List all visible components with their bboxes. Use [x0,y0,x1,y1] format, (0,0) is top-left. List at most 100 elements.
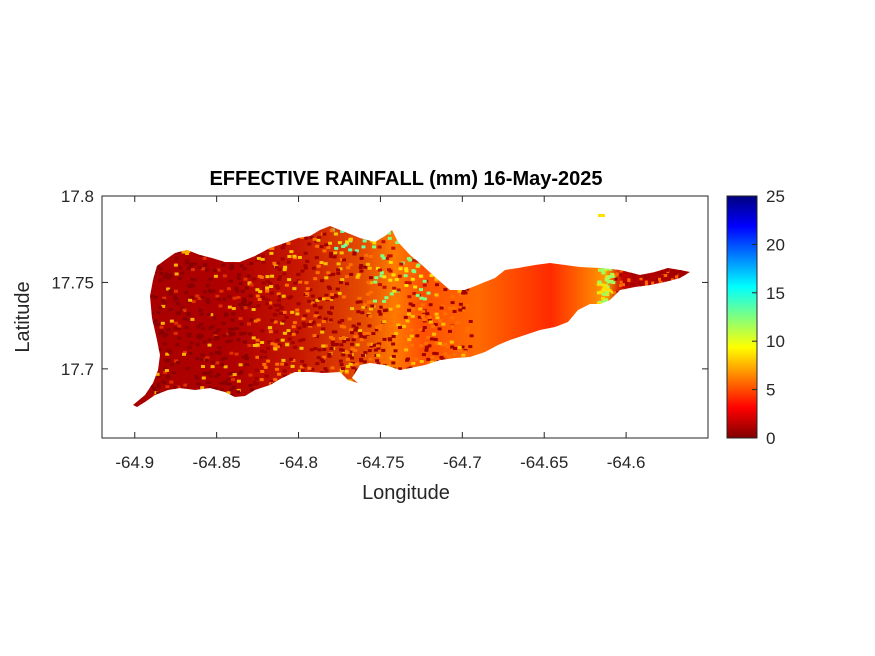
rainfall-pixel [263,355,268,359]
rainfall-pixel [407,338,412,341]
rainfall-pixel [428,303,433,307]
rainfall-pixel [368,300,373,304]
rainfall-pixel [354,326,359,330]
rainfall-pixel [215,361,220,365]
rainfall-pixel [173,326,178,330]
rainfall-pixel [207,288,212,292]
rainfall-pixel [282,369,287,373]
rainfall-pixel [367,266,372,270]
rainfall-pixel [339,343,344,347]
y-axis-label: Latitude [12,281,34,352]
rainfall-pixel [269,380,274,383]
rainfall-pixel [307,366,312,370]
rainfall-pixel [185,318,190,322]
rainfall-pixel [207,343,212,347]
rainfall-pixel [282,272,287,276]
rainfall-pixel [415,293,420,297]
rainfall-pixel [391,335,396,338]
rainfall-pixel [292,254,297,258]
rainfall-pixel [206,381,211,384]
rainfall-pixel [434,352,439,356]
rainfall-pixel [275,367,279,371]
rainfall-pixel [300,269,305,273]
rainfall-pixel [366,280,371,284]
rainfall-pixel [198,308,203,312]
rainfall-pixel [457,345,462,349]
rainfall-pixel [159,329,164,333]
rainfall-pixel [181,306,186,310]
rainfall-pixel [355,300,360,304]
rainfall-pixel [249,262,254,265]
rainfall-pixel [332,255,337,259]
rainfall-pixel [348,354,353,358]
rainfall-pixel [329,297,334,301]
rainfall-pixel [162,275,167,279]
rainfall-pixel [349,272,354,276]
rainfall-pixel [622,283,625,287]
rainfall-pixel [359,269,364,273]
rainfall-pixel [599,290,604,294]
rainfall-pixel [236,295,241,299]
rainfall-pixel [247,332,252,336]
colorbar-tick-label: 25 [766,187,785,206]
rainfall-pixel [275,308,280,312]
rainfall-pixel [203,290,207,294]
rainfall-pixel [260,341,265,344]
rainfall-pixel [341,245,346,248]
x-tick-label: -64.8 [279,453,318,472]
rainfall-pixel [323,262,328,266]
rainfall-pixel [377,310,382,313]
rainfall-pixel [209,313,214,317]
rainfall-pixel [627,278,631,282]
rainfall-pixel [204,358,209,362]
rainfall-pixel [338,336,343,340]
rainfall-pixel [200,267,205,271]
rainfall-pixel [173,295,178,299]
rainfall-pixel [409,328,414,332]
rainfall-pixel [171,371,176,374]
rainfall-pixel [238,303,242,307]
rainfall-pixel [162,334,167,338]
rainfall-pixel [284,315,289,319]
rainfall-pixel [159,272,164,275]
rainfall-pixel [199,312,204,316]
rainfall-pixel [399,262,404,266]
rainfall-pixel [220,388,224,392]
rainfall-pixel [418,307,423,311]
rainfall-pixel [275,362,280,366]
rainfall-pixel [382,299,387,303]
rainfall-pixel [197,296,202,300]
x-tick-label: -64.9 [115,453,154,472]
rainfall-pixel [426,357,431,361]
rainfall-pixel [457,349,462,352]
rainfall-pixel [201,327,206,331]
rainfall-pixel [152,387,157,391]
rainfall-pixel [232,373,237,376]
rainfall-pixel [214,387,219,391]
rainfall-pixel [273,313,278,317]
rainfall-pixel [372,241,377,245]
rainfall-pixel [282,310,287,314]
rainfall-pixel [156,323,161,326]
rainfall-pixel [379,274,384,278]
rainfall-pixel [382,314,387,318]
rainfall-pixel [394,332,399,335]
rainfall-pixel [150,311,155,315]
rainfall-pixel [371,343,376,347]
rainfall-pixel [277,303,281,307]
rainfall-pixel [457,289,462,293]
rainfall-pixel [379,305,384,309]
rainfall-pixel [282,243,287,247]
rainfall-pixel [324,369,329,373]
rainfall-pixel [161,299,166,302]
rainfall-pixel [259,355,263,359]
rainfall-pixel [279,312,283,316]
rainfall-pixel [435,316,440,320]
rainfall-pixel [213,331,218,335]
rainfall-pixel [222,297,227,301]
rainfall-pixel [327,310,332,314]
rainfall-pixel [293,281,298,285]
rainfall-pixel [227,305,232,309]
rainfall-pixel [389,292,394,296]
rainfall-pixel [292,321,297,325]
